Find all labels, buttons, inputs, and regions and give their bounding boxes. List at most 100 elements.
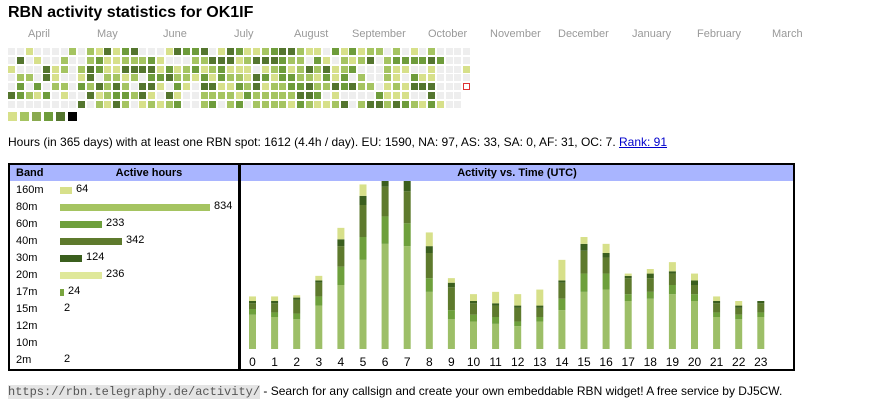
heatmap-cell [454, 56, 462, 64]
heatmap-cell [393, 100, 400, 108]
heatmap-cell [25, 100, 33, 108]
heatmap-cell [323, 48, 330, 55]
heatmap-cell [16, 91, 24, 99]
month-label-january: January [632, 28, 672, 40]
heatmap-cell [288, 83, 295, 90]
heatmap-cell [209, 48, 217, 55]
band-row-40m: 40m 342 [10, 233, 238, 250]
heatmap-cell [60, 74, 68, 82]
heatmap-cell [463, 65, 470, 73]
bar-segment-30m-h16 [602, 253, 610, 258]
heatmap-cell [25, 74, 33, 82]
heatmap-cell [340, 56, 348, 64]
heatmap-cell [436, 100, 444, 108]
bar-segment-80m-h22 [735, 319, 743, 349]
bar-segment-30m-h20 [691, 280, 698, 285]
heatmap-cell [174, 74, 182, 82]
bar-segment-60m-h14 [558, 298, 566, 311]
footer-url[interactable]: https://rbn.telegraphy.de/activity/ [8, 385, 261, 399]
heatmap-cell [445, 100, 453, 108]
heatmap-cell [270, 100, 278, 108]
heatmap-cell [305, 48, 313, 55]
heatmap-cell [358, 48, 365, 55]
heatmap-cell [375, 56, 383, 64]
bar-segment-30m-h11 [492, 303, 500, 306]
heatmap-cell [130, 100, 138, 108]
band-hours-bar [60, 238, 122, 245]
heatmap-cell [366, 83, 374, 90]
heatmap-cell [139, 100, 147, 108]
heatmap-cell [16, 48, 24, 55]
hour-tick-label: 16 [599, 355, 613, 369]
heatmap-cell [384, 83, 392, 90]
heatmap-cell [401, 91, 409, 99]
heatmap-cell [43, 100, 50, 108]
bar-segment-40m-h7 [403, 191, 411, 224]
heatmap-cell [113, 65, 120, 73]
heatmap-cell [34, 100, 42, 108]
heatmap-cell [113, 74, 120, 82]
rank-link[interactable]: Rank: 91 [619, 135, 668, 149]
heatmap-cell [200, 100, 208, 108]
heatmap-cell [191, 74, 199, 82]
band-row-12m: 12m [10, 318, 238, 335]
bar-segment-40m-h5 [359, 205, 367, 237]
heatmap-cell [436, 65, 444, 73]
bar-segment-40m-h9 [447, 287, 455, 311]
heatmap-cell [148, 91, 155, 99]
heatmap-cell [113, 91, 120, 99]
heatmap-cell [139, 48, 147, 55]
bar-segment-40m-h20 [691, 285, 698, 295]
heatmap-cell [43, 48, 50, 55]
heatmap-cell [43, 74, 50, 82]
heatmap-cell [174, 100, 182, 108]
band-hours-bar [60, 255, 82, 262]
heatmap-cell [218, 100, 225, 108]
heatmap-cell [401, 48, 409, 55]
heatmap-cell [34, 83, 42, 90]
bar-segment-80m-h2 [293, 319, 301, 349]
heatmap-cell [393, 48, 400, 55]
month-label-june: June [163, 28, 187, 40]
heatmap-cell [235, 65, 243, 73]
bar-segment-30m-h4 [337, 239, 345, 247]
bar-segment-30m-h17 [624, 275, 632, 279]
activity-heatmap [0, 0, 870, 110]
heatmap-cell [384, 91, 392, 99]
heatmap-cell [454, 48, 462, 55]
heatmap-cell [121, 56, 129, 64]
bar-segment-40m-h18 [646, 278, 654, 292]
heatmap-cell [436, 83, 444, 90]
bar-segment-40m-h13 [536, 307, 544, 317]
heatmap-cell [78, 65, 85, 73]
hour-tick-label: 22 [732, 355, 746, 369]
hour-tick-label: 14 [555, 355, 569, 369]
heatmap-cell [235, 56, 243, 64]
band-row-60m: 60m 233 [10, 216, 238, 233]
bar-segment-80m-h11 [492, 323, 500, 349]
bar-segment-40m-h3 [315, 282, 323, 297]
heatmap-cell [165, 65, 173, 73]
heatmap-cell [183, 56, 190, 64]
heatmap-cell [410, 48, 418, 55]
heatmap-cell [288, 91, 295, 99]
heatmap-cell [279, 91, 287, 99]
heatmap-cell [218, 74, 225, 82]
heatmap-cell [139, 74, 147, 82]
band-hours-value: 834 [214, 200, 233, 212]
heatmap-cell [261, 74, 269, 82]
heatmap-cell [253, 65, 260, 73]
heatmap-cell [419, 56, 427, 64]
heatmap-cell [235, 48, 243, 55]
heatmap-cell [288, 48, 295, 55]
heatmap-cell [104, 100, 112, 108]
heatmap-cell [244, 56, 252, 64]
heatmap-cell [393, 65, 400, 73]
heatmap-cell [121, 65, 129, 73]
band-hours-bar [60, 204, 210, 211]
heatmap-cell [410, 56, 418, 64]
heatmap-cell [95, 83, 103, 90]
heatmap-cell [113, 83, 120, 90]
heatmap-cell [270, 91, 278, 99]
heatmap-cell [410, 91, 418, 99]
